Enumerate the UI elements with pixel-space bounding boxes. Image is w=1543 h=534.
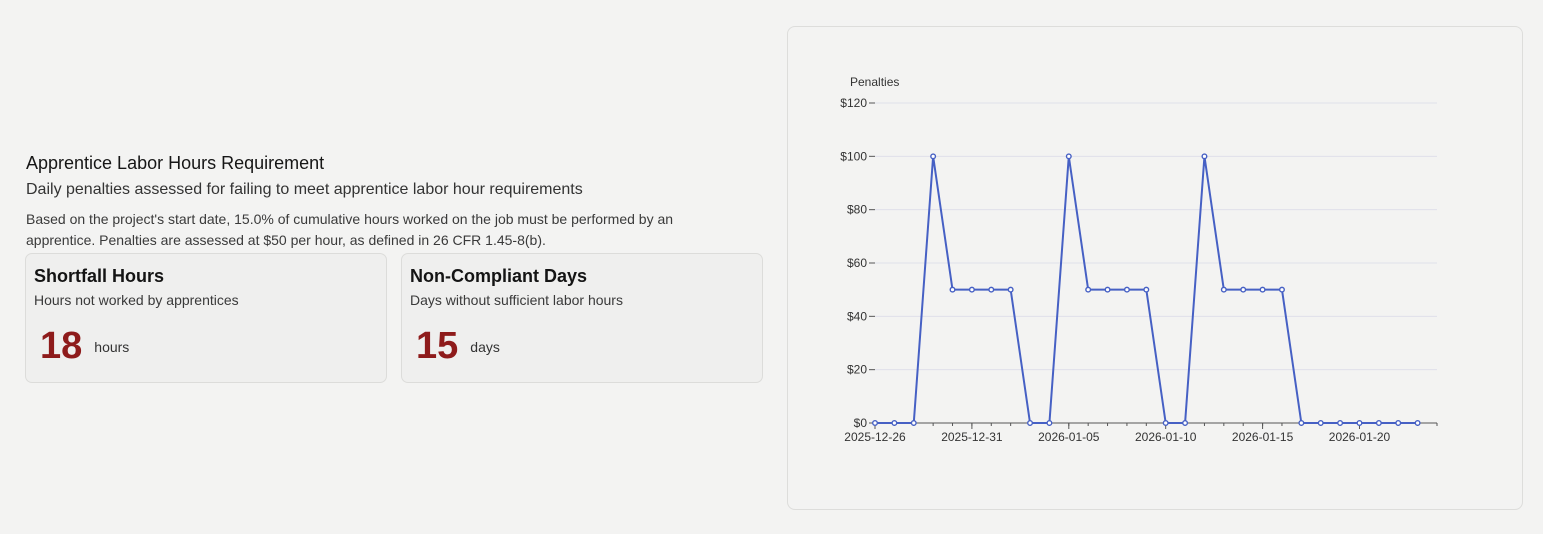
y-tick-label: $0 — [854, 416, 868, 430]
data-point — [1414, 420, 1421, 427]
data-point — [1201, 153, 1208, 160]
y-tick-label: $60 — [847, 256, 867, 270]
data-point — [1143, 286, 1150, 293]
data-point — [1220, 286, 1227, 293]
y-tick-label: $100 — [840, 149, 867, 163]
data-point — [1259, 286, 1266, 293]
data-point — [949, 286, 956, 293]
y-axis-label: Penalties — [850, 75, 899, 89]
card-title: Non-Compliant Days — [410, 266, 588, 286]
non-compliant-days-card: Non-Compliant Days Days without sufficie… — [401, 253, 763, 383]
x-tick-label: 2026-01-20 — [1329, 430, 1391, 444]
data-point — [871, 420, 878, 427]
y-tick-label: $20 — [847, 363, 867, 377]
data-point — [1123, 286, 1130, 293]
axis-layer: $0 $20 $40 $60 $80 $100 $120 2025-12-26 2025-12-… — [840, 96, 1438, 444]
shortfall-hours-unit: hours — [94, 339, 130, 355]
data-point — [1337, 420, 1344, 427]
penalties-chart: Penalties $0 $20 $40 $60 $80 $100 $120 2025-12-… — [840, 75, 1438, 444]
non-compliant-days-value: 15 — [416, 325, 459, 367]
section-title: Apprentice Labor Hours Requirement — [26, 153, 325, 173]
data-point — [1007, 286, 1014, 293]
requirement-section: Apprentice Labor Hours Requirement Daily… — [25, 150, 764, 383]
data-point — [1065, 153, 1072, 160]
series-layer — [871, 153, 1421, 427]
data-point — [1085, 286, 1092, 293]
y-tick-label: $80 — [847, 203, 867, 217]
section-subtitle: Daily penalties assessed for failing to … — [26, 181, 583, 198]
data-point — [1240, 286, 1247, 293]
data-point — [1104, 286, 1111, 293]
y-tick-label: $40 — [847, 309, 867, 323]
penalties-chart-panel: Penalties $0 $20 $40 $60 $80 $100 $120 2025-12-… — [787, 26, 1523, 510]
grid-layer — [875, 102, 1437, 371]
data-point — [1298, 420, 1305, 427]
data-point — [910, 420, 917, 427]
y-tick-label: $120 — [840, 96, 867, 110]
data-point — [891, 420, 898, 427]
non-compliant-days-unit: days — [470, 339, 500, 355]
data-point — [1046, 420, 1053, 427]
card-subtitle: Hours not worked by apprentices — [34, 292, 239, 308]
section-description: Based on the project's start date, 15.0%… — [26, 211, 674, 248]
card-value-row: 15 days — [416, 324, 500, 368]
data-point — [1027, 420, 1034, 427]
data-point — [988, 286, 995, 293]
data-point — [1395, 420, 1402, 427]
card-title: Shortfall Hours — [34, 266, 165, 286]
shortfall-hours-value: 18 — [40, 325, 83, 367]
x-tick-label: 2026-01-05 — [1038, 430, 1100, 444]
data-point — [968, 286, 975, 293]
data-point — [1375, 420, 1382, 427]
data-point — [930, 153, 937, 160]
x-tick-label: 2025-12-31 — [941, 430, 1003, 444]
data-point — [1317, 420, 1324, 427]
shortfall-hours-card: Shortfall Hours Hours not worked by appr… — [25, 253, 387, 383]
card-subtitle: Days without sufficient labor hours — [410, 292, 623, 308]
card-value-row: 18 hours — [40, 324, 129, 368]
data-point — [1162, 420, 1169, 427]
data-point — [1182, 420, 1189, 427]
x-tick-label: 2026-01-15 — [1232, 430, 1294, 444]
x-tick-label: 2025-12-26 — [844, 430, 906, 444]
x-tick-label: 2026-01-10 — [1135, 430, 1197, 444]
metric-cards: Shortfall Hours Hours not worked by appr… — [25, 253, 764, 383]
data-point — [1278, 286, 1285, 293]
data-point — [1356, 420, 1363, 427]
